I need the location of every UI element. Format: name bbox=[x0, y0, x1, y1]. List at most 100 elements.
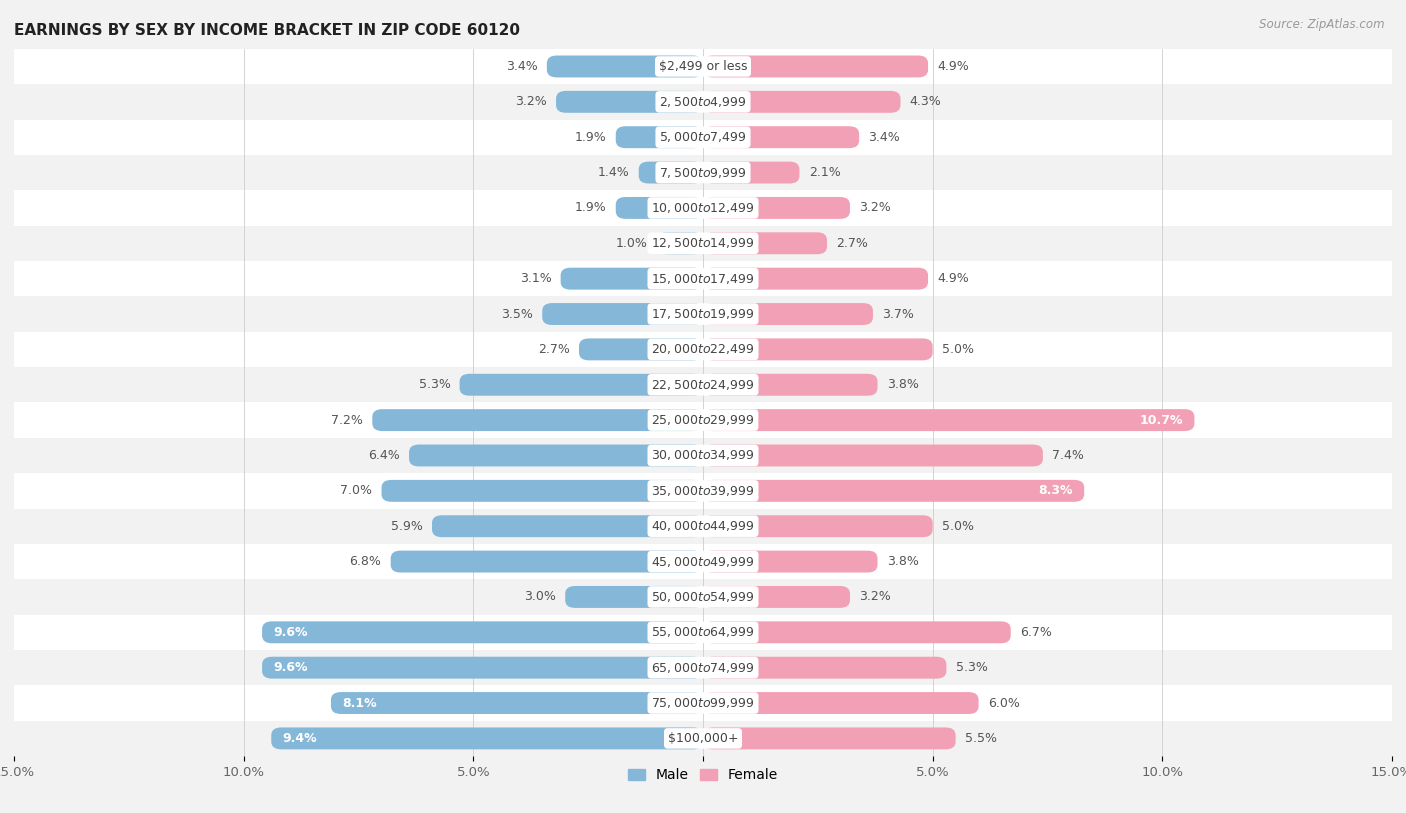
FancyBboxPatch shape bbox=[703, 692, 979, 714]
Text: $30,000 to $34,999: $30,000 to $34,999 bbox=[651, 449, 755, 463]
Bar bbox=[14, 261, 1392, 297]
FancyBboxPatch shape bbox=[703, 197, 851, 219]
FancyBboxPatch shape bbox=[460, 374, 703, 396]
Text: 4.3%: 4.3% bbox=[910, 95, 942, 108]
Bar bbox=[14, 120, 1392, 155]
Text: Source: ZipAtlas.com: Source: ZipAtlas.com bbox=[1260, 18, 1385, 31]
Text: $12,500 to $14,999: $12,500 to $14,999 bbox=[651, 237, 755, 250]
FancyBboxPatch shape bbox=[657, 233, 703, 254]
FancyBboxPatch shape bbox=[271, 728, 703, 750]
Text: 6.8%: 6.8% bbox=[350, 555, 381, 568]
Text: $2,500 to $4,999: $2,500 to $4,999 bbox=[659, 95, 747, 109]
FancyBboxPatch shape bbox=[638, 162, 703, 184]
Bar bbox=[14, 509, 1392, 544]
Bar bbox=[14, 579, 1392, 615]
Bar bbox=[14, 473, 1392, 509]
Text: $50,000 to $54,999: $50,000 to $54,999 bbox=[651, 590, 755, 604]
Text: 3.2%: 3.2% bbox=[515, 95, 547, 108]
Text: 3.4%: 3.4% bbox=[506, 60, 537, 73]
Text: 1.9%: 1.9% bbox=[575, 131, 606, 144]
Text: $22,500 to $24,999: $22,500 to $24,999 bbox=[651, 378, 755, 392]
Legend: Male, Female: Male, Female bbox=[623, 763, 783, 788]
Text: 3.2%: 3.2% bbox=[859, 590, 891, 603]
Text: $25,000 to $29,999: $25,000 to $29,999 bbox=[651, 413, 755, 427]
Bar bbox=[14, 650, 1392, 685]
Text: $100,000+: $100,000+ bbox=[668, 732, 738, 745]
Text: 5.0%: 5.0% bbox=[942, 343, 974, 356]
Bar bbox=[14, 437, 1392, 473]
FancyBboxPatch shape bbox=[703, 303, 873, 325]
FancyBboxPatch shape bbox=[555, 91, 703, 113]
Text: 7.0%: 7.0% bbox=[340, 485, 373, 498]
FancyBboxPatch shape bbox=[565, 586, 703, 608]
Text: 3.7%: 3.7% bbox=[882, 307, 914, 320]
FancyBboxPatch shape bbox=[616, 197, 703, 219]
FancyBboxPatch shape bbox=[616, 126, 703, 148]
Text: $15,000 to $17,499: $15,000 to $17,499 bbox=[651, 272, 755, 285]
FancyBboxPatch shape bbox=[391, 550, 703, 572]
Bar bbox=[14, 402, 1392, 437]
Bar bbox=[14, 544, 1392, 579]
Bar bbox=[14, 685, 1392, 720]
Text: 3.8%: 3.8% bbox=[887, 555, 918, 568]
Text: 4.9%: 4.9% bbox=[938, 272, 969, 285]
Text: $55,000 to $64,999: $55,000 to $64,999 bbox=[651, 625, 755, 639]
Text: $7,500 to $9,999: $7,500 to $9,999 bbox=[659, 166, 747, 180]
Text: 3.0%: 3.0% bbox=[524, 590, 555, 603]
Text: $75,000 to $99,999: $75,000 to $99,999 bbox=[651, 696, 755, 710]
FancyBboxPatch shape bbox=[703, 267, 928, 289]
Text: 3.4%: 3.4% bbox=[869, 131, 900, 144]
Text: 2.7%: 2.7% bbox=[538, 343, 569, 356]
FancyBboxPatch shape bbox=[561, 267, 703, 289]
FancyBboxPatch shape bbox=[703, 91, 900, 113]
Text: 5.3%: 5.3% bbox=[419, 378, 450, 391]
Text: $45,000 to $49,999: $45,000 to $49,999 bbox=[651, 554, 755, 568]
FancyBboxPatch shape bbox=[432, 515, 703, 537]
FancyBboxPatch shape bbox=[703, 374, 877, 396]
FancyBboxPatch shape bbox=[381, 480, 703, 502]
Bar bbox=[14, 155, 1392, 190]
Text: $2,499 or less: $2,499 or less bbox=[659, 60, 747, 73]
Text: 3.8%: 3.8% bbox=[887, 378, 918, 391]
Bar bbox=[14, 49, 1392, 85]
FancyBboxPatch shape bbox=[703, 409, 1195, 431]
Bar bbox=[14, 720, 1392, 756]
Bar bbox=[14, 85, 1392, 120]
Text: 3.2%: 3.2% bbox=[859, 202, 891, 215]
FancyBboxPatch shape bbox=[703, 621, 1011, 643]
Text: 6.4%: 6.4% bbox=[368, 449, 399, 462]
Text: 9.6%: 9.6% bbox=[274, 626, 308, 639]
Text: 2.7%: 2.7% bbox=[837, 237, 868, 250]
Bar bbox=[14, 615, 1392, 650]
FancyBboxPatch shape bbox=[703, 55, 928, 77]
FancyBboxPatch shape bbox=[409, 445, 703, 467]
Text: $5,000 to $7,499: $5,000 to $7,499 bbox=[659, 130, 747, 144]
Text: 1.0%: 1.0% bbox=[616, 237, 648, 250]
FancyBboxPatch shape bbox=[703, 233, 827, 254]
Text: EARNINGS BY SEX BY INCOME BRACKET IN ZIP CODE 60120: EARNINGS BY SEX BY INCOME BRACKET IN ZIP… bbox=[14, 23, 520, 38]
Text: 9.6%: 9.6% bbox=[274, 661, 308, 674]
Bar bbox=[14, 190, 1392, 226]
Text: 10.7%: 10.7% bbox=[1139, 414, 1182, 427]
Bar bbox=[14, 332, 1392, 367]
Text: $17,500 to $19,999: $17,500 to $19,999 bbox=[651, 307, 755, 321]
Text: $65,000 to $74,999: $65,000 to $74,999 bbox=[651, 661, 755, 675]
FancyBboxPatch shape bbox=[579, 338, 703, 360]
Text: $20,000 to $22,499: $20,000 to $22,499 bbox=[651, 342, 755, 356]
Text: $35,000 to $39,999: $35,000 to $39,999 bbox=[651, 484, 755, 498]
Text: 3.1%: 3.1% bbox=[520, 272, 551, 285]
FancyBboxPatch shape bbox=[703, 515, 932, 537]
Bar bbox=[14, 226, 1392, 261]
FancyBboxPatch shape bbox=[703, 338, 932, 360]
Text: 5.0%: 5.0% bbox=[942, 520, 974, 533]
Text: 4.9%: 4.9% bbox=[938, 60, 969, 73]
FancyBboxPatch shape bbox=[703, 728, 956, 750]
Text: 7.4%: 7.4% bbox=[1052, 449, 1084, 462]
Text: 5.9%: 5.9% bbox=[391, 520, 423, 533]
Text: 6.7%: 6.7% bbox=[1019, 626, 1052, 639]
Text: 8.3%: 8.3% bbox=[1038, 485, 1073, 498]
FancyBboxPatch shape bbox=[330, 692, 703, 714]
FancyBboxPatch shape bbox=[703, 550, 877, 572]
FancyBboxPatch shape bbox=[703, 445, 1043, 467]
FancyBboxPatch shape bbox=[543, 303, 703, 325]
